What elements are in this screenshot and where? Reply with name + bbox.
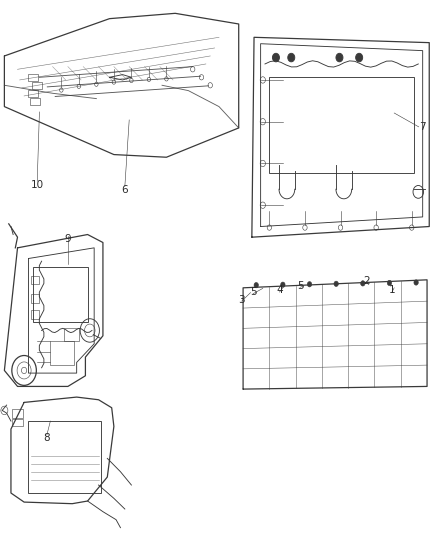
Text: 2: 2 (363, 276, 370, 286)
Bar (32, 82, 42, 89)
Circle shape (336, 53, 343, 62)
Text: 3: 3 (238, 295, 245, 304)
Circle shape (360, 281, 365, 286)
Bar (269, 77, 414, 173)
Bar (28, 74, 38, 81)
Bar (12, 419, 23, 426)
Text: 7: 7 (419, 122, 426, 132)
Text: 5: 5 (250, 287, 257, 297)
Bar (64, 328, 79, 341)
Bar (33, 266, 88, 322)
Text: 4: 4 (276, 286, 283, 295)
Circle shape (356, 53, 363, 62)
Circle shape (272, 53, 279, 62)
Circle shape (254, 282, 258, 288)
Circle shape (414, 280, 418, 285)
Circle shape (334, 281, 338, 287)
Bar (50, 341, 74, 365)
Text: 10: 10 (31, 181, 44, 190)
Bar (28, 421, 101, 493)
Circle shape (307, 281, 312, 287)
Text: 1: 1 (389, 286, 396, 295)
Bar (31, 310, 39, 319)
Bar (30, 98, 40, 105)
Circle shape (281, 282, 285, 287)
Bar (12, 409, 23, 418)
Text: 8: 8 (43, 433, 50, 443)
Bar (31, 276, 39, 284)
Text: 5: 5 (297, 281, 304, 290)
Bar (28, 90, 38, 97)
Text: 6: 6 (121, 185, 128, 195)
Circle shape (387, 280, 392, 286)
Bar (31, 294, 39, 303)
Circle shape (288, 53, 295, 62)
Text: 9: 9 (64, 234, 71, 244)
